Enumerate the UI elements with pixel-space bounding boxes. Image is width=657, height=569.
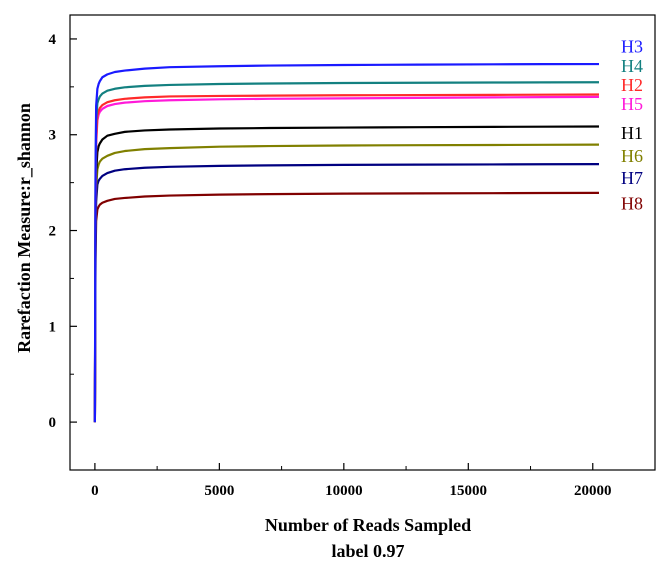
series-line-h2 bbox=[93, 93, 599, 423]
x-tick-label: 20000 bbox=[574, 483, 612, 499]
x-tick-label: 0 bbox=[91, 483, 99, 499]
series-label-h7: H7 bbox=[621, 168, 643, 188]
plot-border bbox=[69, 14, 656, 471]
y-tick-label: 4 bbox=[49, 32, 57, 48]
series-label-h4: H4 bbox=[621, 56, 643, 76]
series-line-h4 bbox=[93, 81, 599, 423]
y-axis: 0 1 2 3 4 bbox=[49, 32, 77, 471]
y-tick-label: 0 bbox=[49, 415, 57, 431]
series-label-h8: H8 bbox=[621, 194, 643, 214]
y-tick-label: 2 bbox=[49, 224, 57, 240]
series-label-h1: H1 bbox=[621, 123, 643, 143]
y-axis-title: Rarefaction Measure:r_shannon bbox=[14, 103, 34, 353]
y-tick-label: 3 bbox=[49, 128, 57, 144]
series-line-h3 bbox=[93, 62, 599, 423]
x-tick-label: 10000 bbox=[325, 483, 363, 499]
series-line-h7 bbox=[93, 163, 599, 423]
plot-frame bbox=[69, 14, 656, 471]
x-axis-title: Number of Reads Sampled bbox=[265, 515, 471, 535]
x-axis-subtitle: label 0.97 bbox=[331, 541, 404, 561]
y-tick-label: 1 bbox=[49, 319, 57, 335]
series-label-h5: H5 bbox=[621, 94, 643, 114]
series-line-h8 bbox=[93, 191, 599, 423]
series-line-h1 bbox=[93, 125, 599, 423]
x-tick-label: 5000 bbox=[204, 483, 234, 499]
series-lines bbox=[93, 62, 599, 423]
series-label-h3: H3 bbox=[621, 37, 643, 57]
x-tick-label: 15000 bbox=[450, 483, 488, 499]
series-line-h6 bbox=[93, 143, 599, 423]
x-axis: 0 5000 10000 15000 20000 bbox=[91, 463, 656, 499]
series-label-h6: H6 bbox=[621, 146, 643, 166]
series-label-h2: H2 bbox=[621, 75, 643, 95]
